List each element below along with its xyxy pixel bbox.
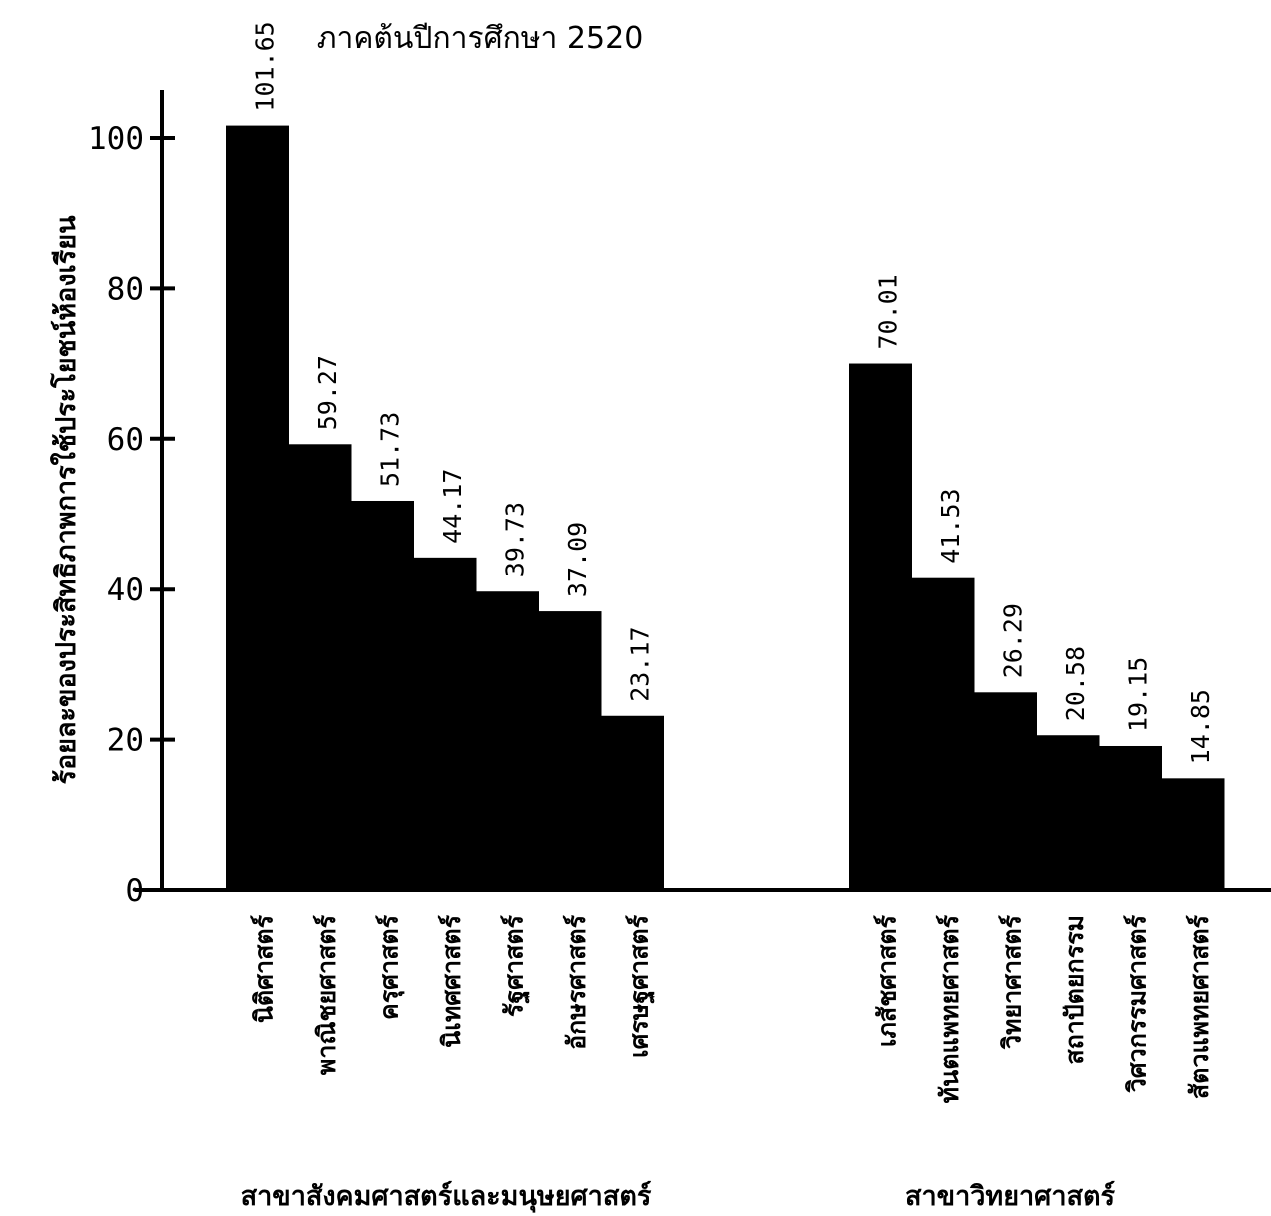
value-label-g0-4: 39.73 <box>500 502 529 577</box>
bar-g0-0 <box>226 125 289 891</box>
bar-g0-3 <box>413 557 477 890</box>
value-label-g1-3: 20.58 <box>1061 646 1090 721</box>
category-label-g0-3: นิเทศศาสตร์ <box>437 914 466 1047</box>
value-labels: 101.65 59.27 51.73 44.17 39.73 37.09 23.17 70.0… <box>250 21 1215 764</box>
value-label-g0-3: 44.17 <box>438 469 467 544</box>
value-label-g1-4: 19.15 <box>1123 657 1152 732</box>
category-label-g0-5: อักษรศาสตร์ <box>562 914 591 1049</box>
category-label-g0-4: รัฐศาสตร์ <box>499 914 530 1017</box>
value-label-g1-2: 26.29 <box>998 603 1027 678</box>
value-label-g1-1: 41.53 <box>936 488 965 563</box>
y-axis-label: ร้อยละของประสิทธิภาพการใช้ประโยชน์ห้องเร… <box>49 215 82 785</box>
y-tick-label-40: 40 <box>107 572 144 608</box>
bar-g1-1 <box>911 577 975 890</box>
category-label-g0-1: พาณิชยศาสตร์ <box>312 914 341 1075</box>
chart-title: ภาคต้นปีการศึกษา 2520 <box>317 21 644 56</box>
value-label-g0-0: 101.65 <box>250 21 279 111</box>
category-label-g1-1: ทันตแพทยศาสตร์ <box>935 914 964 1103</box>
value-label-g0-5: 37.09 <box>563 522 592 597</box>
value-label-g0-1: 59.27 <box>313 355 342 430</box>
value-label-g0-6: 23.17 <box>625 626 654 701</box>
category-label-g0-2: ครุศาสตร์ <box>374 914 405 1020</box>
category-label-g0-0: นิติศาสตร์ <box>249 914 278 1023</box>
category-label-g1-4: วิศวกรรมศาสตร์ <box>1122 914 1151 1093</box>
category-label-g1-0: เภสัชศาสตร์ <box>872 914 901 1047</box>
y-tick-label-0: 0 <box>125 873 144 909</box>
bars <box>226 125 1225 891</box>
y-ticks: 0 20 40 60 80 100 <box>88 121 175 909</box>
value-label-g1-0: 70.01 <box>873 274 902 349</box>
bar-g0-1 <box>288 444 352 890</box>
value-label-g1-5: 14.85 <box>1186 689 1215 764</box>
bar-g0-4 <box>476 591 539 890</box>
bar-g1-0 <box>849 363 912 891</box>
bar-g1-3 <box>1036 735 1100 890</box>
category-label-g1-3: สถาปัตยกรรม <box>1060 915 1089 1065</box>
bar-g0-6 <box>601 715 664 890</box>
bar-g1-2 <box>974 692 1037 890</box>
category-label-g1-5: สัตวแพทยศาสตร์ <box>1185 914 1214 1099</box>
y-tick-label-100: 100 <box>88 121 144 157</box>
category-label-g0-6: เศรษฐศาสตร์ <box>624 914 655 1058</box>
y-tick-label-80: 80 <box>107 271 144 307</box>
bar-g1-5 <box>1161 778 1225 890</box>
bar-g0-2 <box>351 500 414 890</box>
category-label-g1-2: วิทยาศาสตร์ <box>997 914 1026 1050</box>
group-label-social-humanities: สาขาสังคมศาสตร์และมนุษยศาสตร์ <box>241 1180 652 1213</box>
category-labels: นิติศาสตร์ พาณิชยศาสตร์ ครุศาสตร์ นิเทศศาสต… <box>249 914 1214 1103</box>
value-label-g0-2: 51.73 <box>375 412 404 487</box>
group-label-science: สาขาวิทยาศาสตร์ <box>905 1180 1116 1212</box>
y-tick-label-20: 20 <box>107 723 144 759</box>
bar-g1-4 <box>1099 745 1162 890</box>
bar-g0-5 <box>538 611 602 890</box>
y-tick-label-60: 60 <box>107 422 144 458</box>
